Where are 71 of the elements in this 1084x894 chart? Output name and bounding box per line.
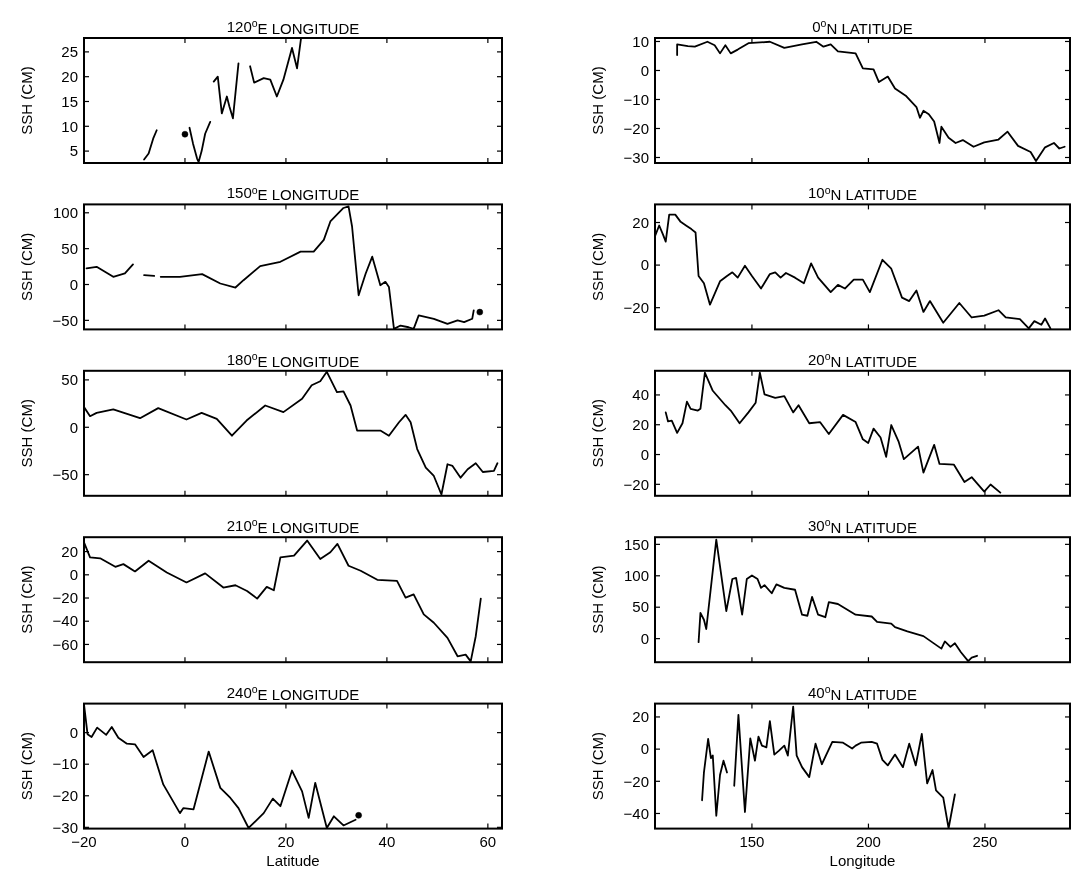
y-axis-title: SSH (CM) (589, 399, 606, 468)
x-tick-label: 40 (378, 832, 396, 850)
x-tick-label: 60 (479, 832, 497, 850)
y-tick-label: −40 (623, 804, 649, 822)
y-tick-label: 50 (61, 239, 78, 257)
y-tick-label: 0 (69, 275, 78, 293)
y-tick-label: 10 (632, 32, 649, 50)
y-tick-label: 15 (61, 92, 78, 110)
y-axis-title: SSH (CM) (18, 232, 35, 302)
chart-title: 120$^{o}$E LONGITUDE (226, 17, 360, 38)
y-tick-label: −20 (623, 772, 649, 790)
y-tick-label: 50 (61, 371, 78, 389)
x-axis-title: Longitude (829, 851, 896, 869)
x-tick-label: 250 (972, 832, 998, 850)
x-axis-title: Latitude (266, 851, 320, 869)
chart-title: 180$^{o}$E LONGITUDE (226, 350, 360, 370)
y-tick-label: −30 (52, 818, 78, 836)
line-series (84, 370, 499, 496)
y-axis-title: SSH (CM) (18, 565, 35, 634)
chart-title: 40$^{o}$N LATITUDE (808, 682, 917, 703)
y-axis-title: SSH (CM) (589, 565, 606, 634)
chart-title: 0$^{o}$N LATITUDE (812, 17, 913, 38)
y-axis-title: SSH (CM) (18, 731, 35, 801)
y-tick-label: 5 (69, 142, 78, 160)
y-tick-label: −50 (52, 465, 78, 483)
y-tick-label: −50 (52, 311, 78, 329)
y-tick-label: 100 (623, 567, 649, 585)
y-tick-label: 0 (640, 256, 649, 274)
y-tick-label: −40 (52, 612, 78, 630)
chart-title: 30$^{o}$N LATITUDE (808, 516, 917, 537)
y-tick-label: 40 (632, 386, 649, 404)
y-tick-label: 0 (640, 629, 649, 647)
x-tick-label: 20 (277, 832, 295, 850)
y-tick-label: 0 (640, 740, 649, 758)
y-tick-label: −20 (623, 475, 649, 493)
y-tick-label: 0 (69, 723, 78, 741)
y-tick-label: 20 (632, 415, 649, 433)
y-axis-title: SSH (CM) (589, 232, 606, 302)
y-tick-label: −30 (623, 148, 649, 166)
y-tick-label: 0 (640, 445, 649, 463)
chart-title: 10$^{o}$N LATITUDE (808, 183, 917, 204)
y-axis-title: SSH (CM) (18, 399, 35, 468)
y-tick-label: −20 (623, 298, 649, 316)
y-tick-label: 0 (69, 566, 78, 584)
y-tick-label: −20 (52, 589, 78, 607)
y-tick-label: 10 (61, 117, 78, 135)
y-tick-label: 25 (61, 43, 78, 61)
chart-title: 20$^{o}$N LATITUDE (808, 350, 917, 370)
x-tick-label: 200 (855, 832, 881, 850)
x-tick-label: 150 (739, 832, 765, 850)
y-tick-label: −20 (52, 787, 78, 805)
chart-title: 240$^{o}$E LONGITUDE (226, 682, 360, 703)
y-tick-label: −10 (623, 90, 649, 108)
y-axis-title: SSH (CM) (589, 731, 606, 801)
chart-title: 150$^{o}$E LONGITUDE (226, 183, 360, 204)
x-tick-label: 0 (180, 832, 190, 850)
chart-title: 210$^{o}$E LONGITUDE (226, 516, 360, 537)
y-tick-label: 20 (61, 67, 78, 85)
y-tick-label: 0 (69, 418, 78, 436)
y-tick-label: 20 (61, 542, 78, 560)
y-tick-label: 20 (632, 213, 649, 231)
y-tick-label: −20 (623, 119, 649, 137)
y-tick-label: 0 (640, 61, 649, 79)
y-tick-label: 100 (52, 204, 78, 222)
y-tick-label: 150 (623, 535, 649, 553)
y-tick-label: 50 (632, 598, 649, 616)
y-axis-title: SSH (CM) (589, 66, 606, 135)
y-tick-label: −10 (52, 755, 78, 773)
y-axis-title: SSH (CM) (18, 66, 35, 135)
y-tick-label: −60 (52, 635, 78, 653)
y-tick-label: 20 (632, 708, 649, 726)
